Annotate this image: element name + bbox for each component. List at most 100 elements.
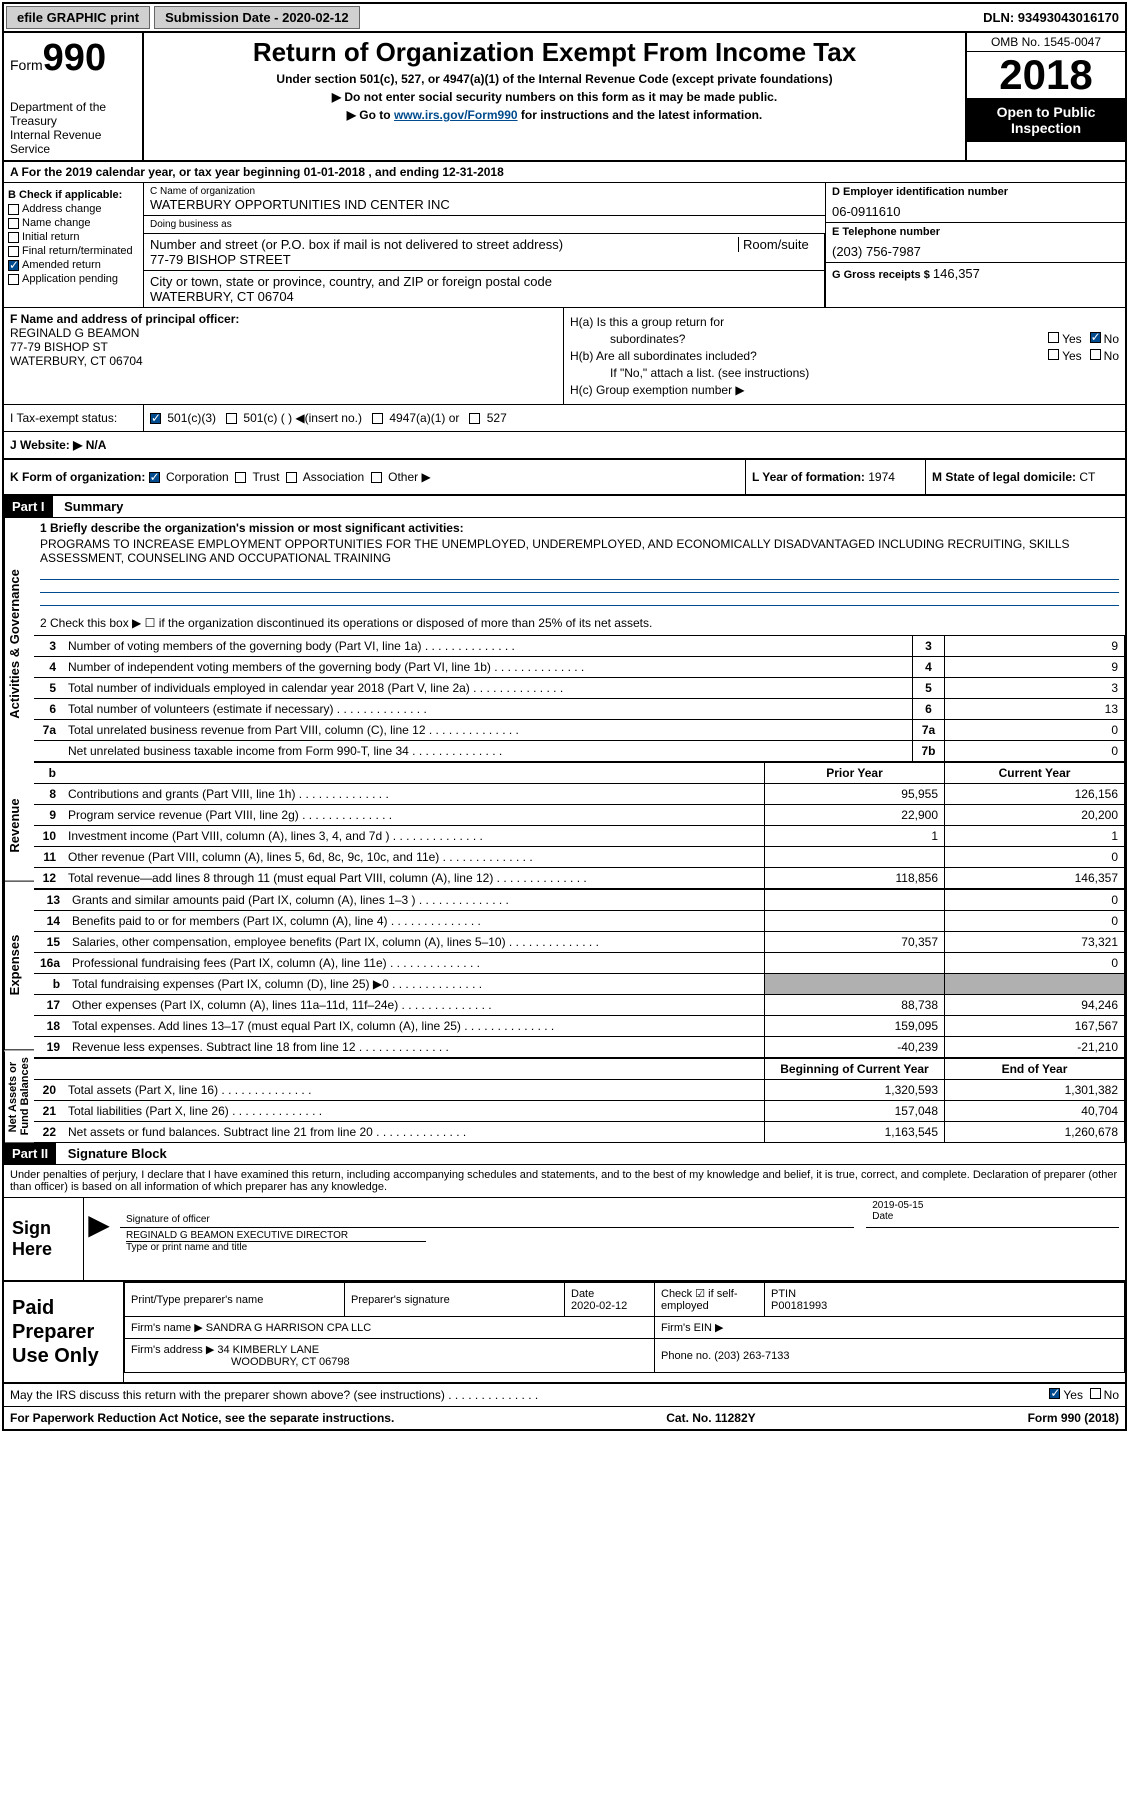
row-desc: Total number of volunteers (estimate if … [62,699,913,720]
form-header: Form990 Department of the Treasury Inter… [4,33,1125,162]
row-num: 21 [34,1101,62,1122]
irs-link[interactable]: www.irs.gov/Form990 [394,108,518,122]
vtab-expenses: Expenses [4,881,34,1050]
street-addr: 77-79 BISHOP STREET [150,252,818,267]
box-j: J Website: ▶ N/A [4,432,1125,460]
lbl-501c: 501(c) ( ) ◀(insert no.) [243,411,362,425]
room-label: Room/suite [738,237,818,252]
paperwork-notice: For Paperwork Reduction Act Notice, see … [10,1411,394,1425]
box-f: F Name and address of principal officer:… [4,308,564,404]
row-val: 0 [945,741,1125,762]
omb-number: OMB No. 1545-0047 [967,33,1125,52]
firm-ein-lbl: Firm's EIN ▶ [655,1317,1125,1339]
q2-text: 2 Check this box ▶ ☐ if the organization… [34,613,1125,635]
tax-year: 2018 [967,52,1125,98]
ptin: P00181993 [771,1300,827,1312]
ein: 06-0911610 [832,204,1119,219]
boy-val: 1,320,593 [765,1080,945,1101]
lbl-trust: Trust [253,470,280,484]
k-l-m-row: K Form of organization: Corporation Trus… [4,460,1125,496]
paid-preparer-label: Paid Preparer Use Only [4,1282,124,1382]
k-label: K Form of organization: [10,470,145,484]
row-desc: Grants and similar amounts paid (Part IX… [66,890,764,911]
discuss-no-chk[interactable] [1090,1388,1101,1399]
prior-val [765,953,945,974]
sig-officer-lbl: Signature of officer [126,1214,210,1225]
ha-no[interactable] [1090,332,1101,343]
chk-527[interactable] [469,413,480,424]
lbl-initial: Initial return [22,231,79,243]
ha-yes-lbl: Yes [1062,332,1082,346]
box-m: M State of legal domicile: CT [925,460,1125,494]
chk-pending[interactable] [8,274,19,285]
b-label: b [34,763,62,784]
row-num: 15 [34,932,66,953]
chk-assoc[interactable] [286,472,297,483]
chk-address[interactable] [8,204,19,215]
addr-label: Number and street (or P.O. box if mail i… [150,237,738,252]
vtab-revenue: Revenue [4,770,34,882]
row-desc: Total assets (Part X, line 16) [62,1080,765,1101]
row-desc: Other revenue (Part VIII, column (A), li… [62,847,765,868]
current-val: 1 [945,826,1125,847]
current-val: 167,567 [945,1016,1125,1037]
row-desc: Salaries, other compensation, employee b… [66,932,764,953]
discuss-text: May the IRS discuss this return with the… [10,1388,1049,1402]
chk-trust[interactable] [235,472,246,483]
lbl-corp: Corporation [166,470,229,484]
box-d-e-g: D Employer identification number 06-0911… [825,183,1125,307]
header-center: Return of Organization Exempt From Incom… [144,33,965,160]
current-val: 0 [945,911,1125,932]
ha-yes[interactable] [1048,332,1059,343]
row-desc: Professional fundraising fees (Part IX, … [66,953,764,974]
rule3 [40,605,1119,606]
chk-amended[interactable] [8,260,19,271]
row-num: 12 [34,868,62,889]
firm-phone: (203) 263-7133 [714,1350,789,1362]
row-num: 20 [34,1080,62,1101]
chk-corp[interactable] [149,472,160,483]
part1-badge: Part I [4,496,53,517]
row-num: 5 [34,678,62,699]
row-num: 3 [34,636,62,657]
efile-button[interactable]: efile GRAPHIC print [6,6,150,29]
chk-4947[interactable] [372,413,383,424]
chk-other[interactable] [371,472,382,483]
hb-no[interactable] [1090,349,1101,360]
box-b: B Check if applicable: Address change Na… [4,183,144,307]
chk-501c[interactable] [226,413,237,424]
part2-header: Part II Signature Block [4,1143,1125,1165]
current-val: 94,246 [945,995,1125,1016]
vtab-netassets: Net Assets or Fund Balances [4,1051,34,1143]
dept-treasury: Department of the Treasury [10,100,136,128]
box-i-opts: 501(c)(3) 501(c) ( ) ◀(insert no.) 4947(… [144,405,1125,431]
city-label: City or town, state or province, country… [150,274,818,289]
prior-val: 22,900 [765,805,945,826]
page-footer: For Paperwork Reduction Act Notice, see … [4,1407,1125,1429]
discuss-yes-chk[interactable] [1049,1388,1060,1399]
dba-label: Doing business as [150,219,819,230]
box-c: C Name of organization WATERBURY OPPORTU… [144,183,825,307]
period-line: A For the 2019 calendar year, or tax yea… [4,162,1125,183]
chk-initial[interactable] [8,232,19,243]
hb-yes[interactable] [1048,349,1059,360]
m-val: CT [1079,470,1095,484]
chk-name[interactable] [8,218,19,229]
row-num: 17 [34,995,66,1016]
lbl-501c3: 501(c)(3) [167,411,216,425]
prior-val: 95,955 [765,784,945,805]
chk-501c3[interactable] [150,413,161,424]
col-boy: Beginning of Current Year [765,1059,945,1080]
chk-final[interactable] [8,246,19,257]
discuss-no: No [1104,1388,1119,1402]
lbl-address: Address change [22,203,102,215]
form-number: 990 [43,37,106,79]
officer-addr1: 77-79 BISHOP ST [10,340,557,354]
row-num: 11 [34,847,62,868]
boy-val: 1,163,545 [765,1122,945,1143]
sign-arrow-icon: ▶ [84,1198,114,1280]
prior-val: -40,239 [765,1037,945,1058]
shade-cell [945,974,1125,995]
sign-here-block: Sign Here ▶ Signature of officer 2019-05… [4,1198,1125,1282]
q1-label: 1 Briefly describe the organization's mi… [40,521,1119,535]
